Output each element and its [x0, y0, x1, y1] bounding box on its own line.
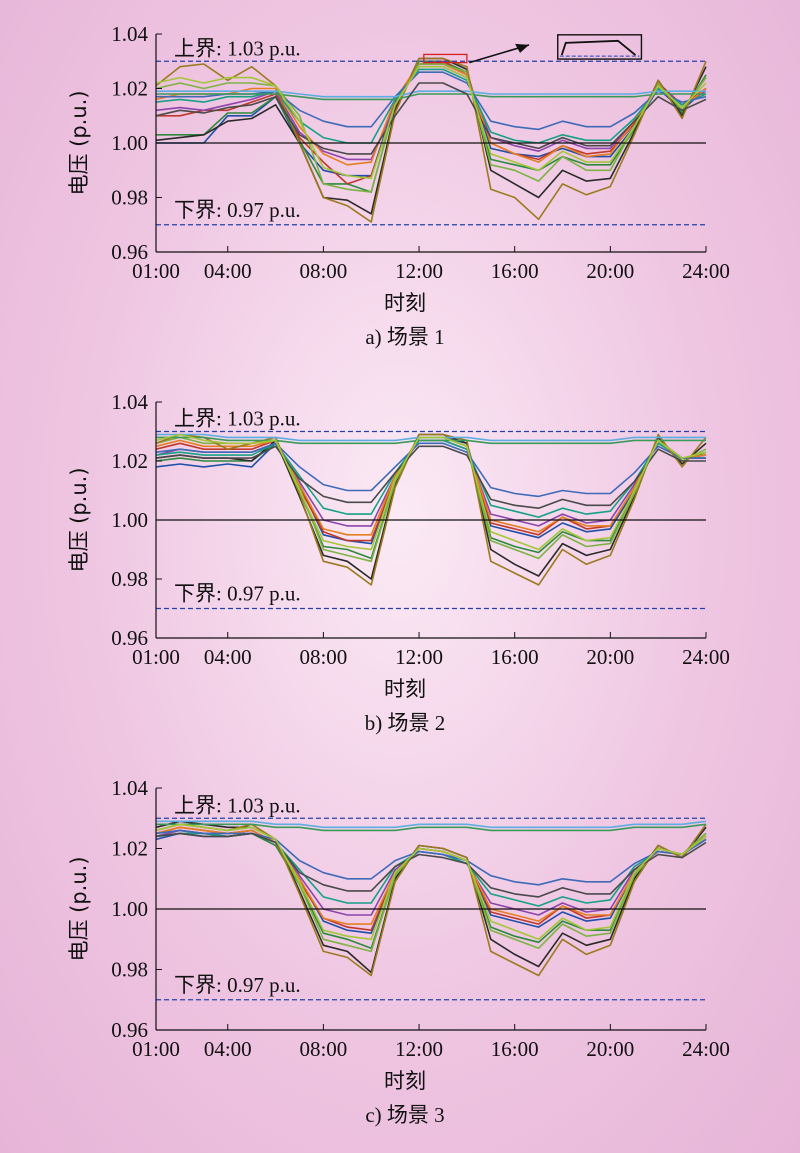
- zoom-arrow-head: [515, 43, 530, 53]
- y-tick-label: 0.98: [111, 958, 148, 982]
- y-axis-label: 电压 (p.u.): [67, 467, 91, 572]
- x-tick-label: 04:00: [204, 645, 252, 669]
- panel-caption: b) 场景 2: [365, 711, 446, 735]
- y-tick-label: 0.96: [111, 240, 148, 264]
- x-tick-label: 08:00: [299, 645, 347, 669]
- series-line-8: [155, 63, 707, 193]
- y-tick-label: 1.02: [111, 449, 148, 473]
- x-tick-label: 16:00: [491, 259, 539, 283]
- y-tick-label: 0.96: [111, 626, 148, 650]
- y-tick-label: 1.00: [111, 131, 148, 155]
- lower-limit-label: 下界: 0.97 p.u.: [174, 198, 301, 222]
- series-line-6: [155, 63, 707, 166]
- x-tick-label: 20:00: [586, 1037, 634, 1061]
- series-line-12: [156, 436, 706, 445]
- x-tick-label: 04:00: [204, 259, 252, 283]
- x-tick-label: 04:00: [204, 1037, 252, 1061]
- x-tick-label: 12:00: [395, 1037, 443, 1061]
- series-group: [155, 57, 707, 223]
- series-line-2: [156, 60, 707, 193]
- series-line-10: [155, 57, 707, 223]
- series-line-3: [155, 826, 707, 932]
- x-tick-label: 01:00: [132, 259, 180, 283]
- y-tick-label: 1.02: [111, 77, 148, 101]
- series-line-9: [155, 829, 707, 886]
- upper-limit-label: 上界: 1.03 p.u.: [174, 36, 301, 60]
- series-line-10: [155, 433, 707, 586]
- y-tick-label: 1.00: [111, 897, 148, 921]
- panel-caption: a) 场景 1: [365, 325, 444, 349]
- x-axis-label: 时刻: [384, 291, 426, 315]
- series-line-13: [155, 832, 707, 898]
- y-tick-label: 0.98: [111, 567, 148, 591]
- x-tick-label: 20:00: [586, 259, 634, 283]
- series-line-14: [155, 65, 707, 180]
- panel-caption: c) 场景 3: [365, 1103, 444, 1127]
- series-group: [155, 433, 707, 586]
- series-line-1: [155, 832, 707, 935]
- series-group: [155, 820, 707, 977]
- x-tick-label: 08:00: [299, 259, 347, 283]
- x-tick-label: 12:00: [395, 259, 443, 283]
- upper-limit-label: 上界: 1.03 p.u.: [174, 793, 301, 817]
- series-line-1: [155, 436, 707, 545]
- series-line-14: [155, 433, 707, 551]
- x-tick-label: 24:00: [682, 1037, 730, 1061]
- y-tick-label: 1.04: [111, 776, 148, 800]
- series-line-7: [155, 832, 707, 907]
- series-line-3: [156, 60, 707, 185]
- y-axis-label: 电压 (p.u.): [67, 856, 91, 961]
- x-tick-label: 12:00: [395, 645, 443, 669]
- lower-limit-label: 下界: 0.97 p.u.: [174, 582, 301, 606]
- series-line-10: [155, 823, 707, 977]
- zoom-highlight-box: [423, 53, 468, 64]
- series-line-2: [155, 829, 707, 950]
- upper-limit-label: 上界: 1.03 p.u.: [174, 407, 301, 431]
- x-axis-label: 时刻: [384, 1069, 426, 1093]
- x-axis-label: 时刻: [384, 677, 426, 701]
- chart-panel-2: 上界: 1.03 p.u. 下界: 0.97 p.u. 0.96 0.98 1.00 1.…: [67, 390, 730, 735]
- lower-limit-label: 下界: 0.97 p.u.: [174, 973, 301, 997]
- y-tick-label: 0.96: [111, 1018, 148, 1042]
- y-tick-label: 1.02: [111, 837, 148, 861]
- series-line-9: [156, 71, 707, 131]
- chart-panel-3: 上界: 1.03 p.u. 下界: 0.97 p.u. 0.96 0.98 1.00 1.…: [67, 776, 730, 1127]
- y-axis-label: 电压 (p.u.): [67, 90, 91, 195]
- x-tick-label: 08:00: [299, 1037, 347, 1061]
- zoom-inset-curve: [560, 39, 637, 56]
- chart-panel-1: 上界: 1.03 p.u. 下界: 0.97 p.u. 0.96 0.98 1.00 1.…: [67, 22, 730, 349]
- y-tick-label: 1.04: [111, 22, 148, 46]
- series-line-13: [155, 82, 707, 155]
- x-tick-label: 01:00: [132, 1037, 180, 1061]
- y-tick-label: 1.00: [111, 508, 148, 532]
- zoom-inset-box: [557, 34, 643, 60]
- x-tick-label: 16:00: [491, 645, 539, 669]
- series-line-12: [156, 823, 707, 832]
- series-line-7: [155, 68, 707, 144]
- x-tick-label: 20:00: [586, 645, 634, 669]
- series-line-13: [155, 445, 706, 510]
- y-tick-label: 0.98: [111, 186, 148, 210]
- y-tick-label: 1.04: [111, 390, 148, 414]
- series-line-9: [155, 442, 706, 498]
- series-line-12: [156, 93, 706, 101]
- x-tick-label: 24:00: [682, 259, 730, 283]
- x-tick-label: 24:00: [682, 645, 730, 669]
- series-line-11: [156, 90, 706, 98]
- series-line-14: [155, 823, 707, 941]
- x-tick-label: 01:00: [132, 645, 180, 669]
- x-tick-label: 16:00: [491, 1037, 539, 1061]
- series-line-11: [156, 820, 707, 829]
